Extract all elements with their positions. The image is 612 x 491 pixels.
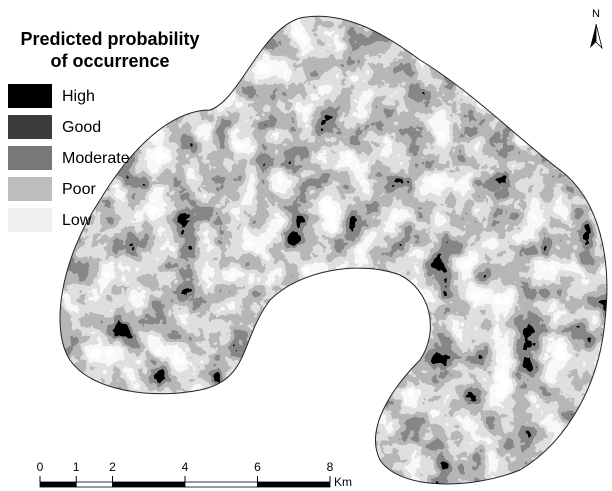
scale-label: 6 bbox=[254, 460, 261, 474]
scale-segment bbox=[76, 482, 112, 487]
scale-label: 2 bbox=[109, 460, 116, 474]
legend-title: of occurrence bbox=[50, 51, 169, 71]
legend-label: Poor bbox=[62, 181, 96, 198]
legend-swatch bbox=[8, 115, 52, 139]
legend-swatch bbox=[8, 146, 52, 170]
legend-label: High bbox=[62, 88, 95, 105]
scale-label: 4 bbox=[182, 460, 189, 474]
legend-label: Good bbox=[62, 119, 101, 136]
scale-unit: Km bbox=[334, 475, 352, 489]
scale-label: 0 bbox=[37, 460, 44, 474]
scale-segment bbox=[113, 482, 186, 487]
scale-bar: 0 1 2 4 6 8Km bbox=[37, 460, 352, 489]
legend-label: Moderate bbox=[62, 150, 130, 167]
scale-segment bbox=[40, 482, 76, 487]
north-arrow bbox=[596, 24, 602, 48]
legend-title: Predicted probability bbox=[20, 29, 199, 49]
north-arrow bbox=[590, 24, 596, 48]
scale-segment bbox=[258, 482, 331, 487]
map-figure: Predicted probability of occurrence High… bbox=[0, 0, 612, 491]
probability-map bbox=[40, 0, 612, 491]
scale-segment bbox=[185, 482, 258, 487]
legend-swatch bbox=[8, 84, 52, 108]
legend-swatch bbox=[8, 208, 52, 232]
page: Predicted probability of occurrence High… bbox=[0, 0, 612, 491]
map-raster bbox=[40, 0, 612, 491]
north-label: N bbox=[592, 8, 600, 20]
scale-label: 1 bbox=[73, 460, 80, 474]
scale-label: 8 bbox=[327, 460, 334, 474]
legend-label: Low bbox=[62, 212, 92, 229]
legend-swatch bbox=[8, 177, 52, 201]
